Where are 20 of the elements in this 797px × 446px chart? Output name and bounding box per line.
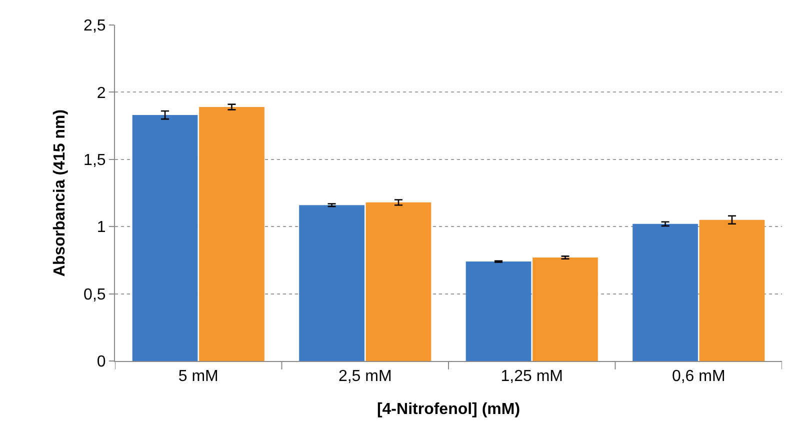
bar [632, 224, 698, 361]
bar [699, 220, 765, 361]
bar [199, 106, 264, 361]
y-tick-label: 1,5 [84, 152, 106, 169]
bar [299, 205, 364, 361]
bar [466, 262, 532, 361]
y-tick-label: 0 [96, 354, 106, 371]
x-tick-label: 2,5 mM [338, 368, 392, 386]
bar [366, 202, 432, 361]
x-tick-label: 1,25 mM [500, 368, 564, 386]
y-tick-label: 0,5 [84, 286, 106, 304]
y-axis-title: Absorbancia (415 nm) [51, 109, 68, 277]
y-tick-label: 1 [96, 219, 106, 236]
y-tick-label: 2 [96, 84, 106, 102]
x-tick-label: 5 mM [178, 368, 218, 386]
bar [532, 258, 598, 361]
x-axis-title: [4-Nitrofenol] (mM) [376, 400, 520, 418]
x-tick-label: 0,6 mM [672, 368, 726, 386]
y-tick-label: 2,5 [84, 18, 106, 35]
bar [132, 115, 198, 361]
